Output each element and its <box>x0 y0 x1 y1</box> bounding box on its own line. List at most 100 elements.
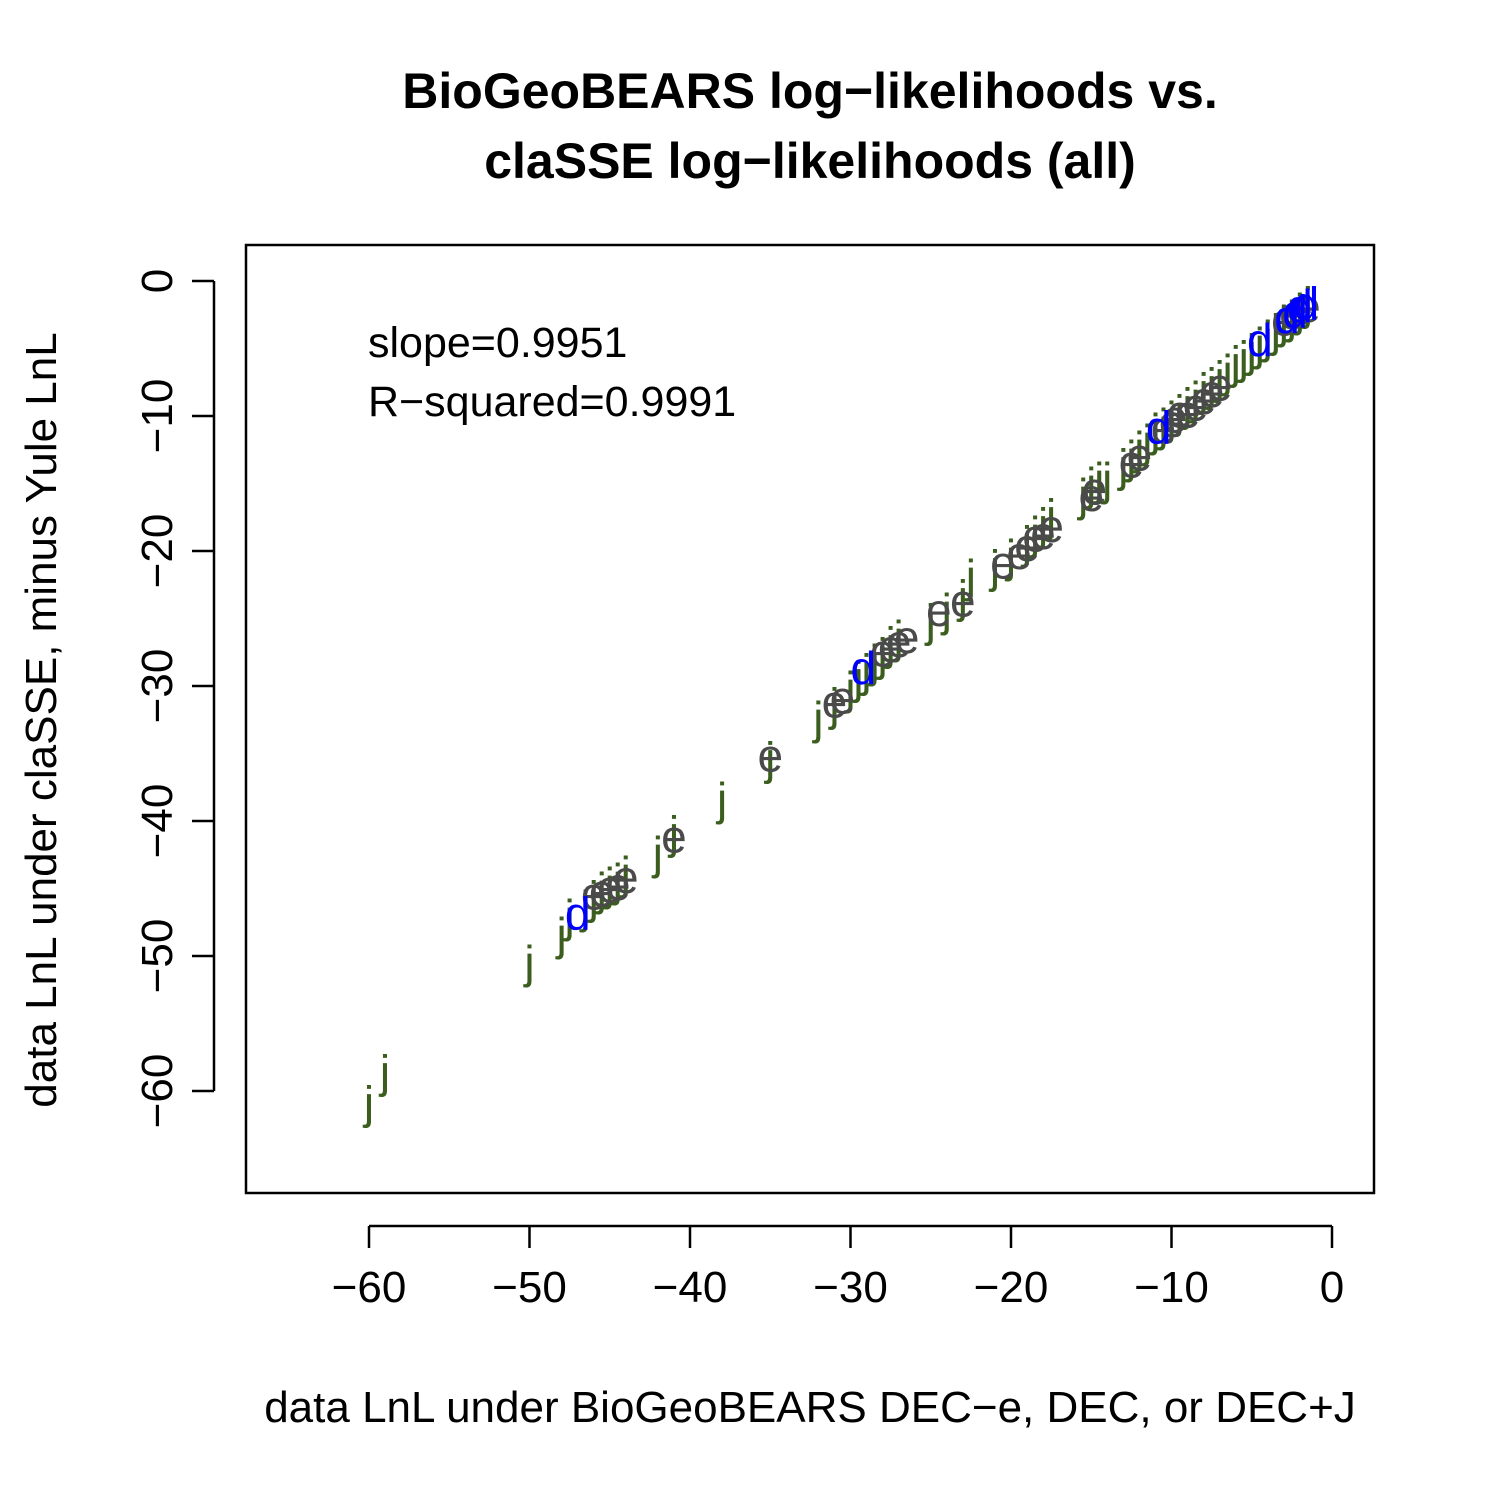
point-j: j <box>1269 304 1281 356</box>
point-e: e <box>1287 283 1313 335</box>
point-d: d <box>1287 280 1313 332</box>
x-tick-label: −10 <box>1134 1263 1209 1312</box>
point-e: e <box>613 851 639 903</box>
point-j: j <box>867 635 879 687</box>
y-tick-label: −10 <box>133 379 182 454</box>
point-e: e <box>926 584 952 636</box>
point-j: j <box>1221 345 1233 397</box>
point-d: d <box>565 888 591 940</box>
point-e: e <box>1175 385 1201 437</box>
point-e: e <box>886 615 912 667</box>
point-j: j <box>924 595 936 647</box>
point-e: e <box>1127 429 1153 481</box>
x-tick-label: 0 <box>1320 1263 1344 1312</box>
point-j: j <box>1116 439 1128 491</box>
point-e: e <box>1014 519 1040 571</box>
x-tick-label: −30 <box>813 1263 888 1312</box>
point-e: e <box>1183 379 1209 431</box>
plot-frame <box>244 243 1376 1195</box>
chart-title-line-1: BioGeoBEARS log−likelihoods vs. <box>402 63 1217 119</box>
point-e: e <box>1022 510 1048 562</box>
point-e: e <box>1078 469 1104 521</box>
point-j: j <box>1261 311 1273 363</box>
x-tick-label: −20 <box>974 1263 1049 1312</box>
point-e: e <box>1119 435 1145 487</box>
point-j: j <box>1164 392 1176 444</box>
point-e: e <box>661 811 687 863</box>
point-j: j <box>667 807 679 859</box>
point-j: j <box>1028 507 1040 559</box>
point-e: e <box>1271 294 1297 346</box>
point-j: j <box>595 863 607 915</box>
point-j: j <box>940 584 952 636</box>
point-e: e <box>1191 372 1217 424</box>
point-j: j <box>1148 404 1160 456</box>
point-j: j <box>1277 296 1289 348</box>
point-e: e <box>1207 358 1233 410</box>
point-j: j <box>892 611 904 663</box>
x-axis-label: data LnL under BioGeoBEARS DEC−e, DEC, o… <box>264 1383 1356 1432</box>
point-j: j <box>1036 499 1048 551</box>
point-j: j <box>522 936 534 988</box>
point-e: e <box>822 676 848 728</box>
point-j: j <box>715 773 727 825</box>
point-j: j <box>1092 453 1104 505</box>
point-j: j <box>964 550 976 602</box>
point-j: j <box>579 881 591 933</box>
point-j: j <box>859 645 871 697</box>
point-e: e <box>1162 391 1188 443</box>
point-j: j <box>956 570 968 622</box>
point-j: j <box>1100 453 1112 505</box>
point-d: d <box>1282 285 1308 337</box>
point-d: d <box>1247 314 1273 366</box>
point-j: j <box>1132 422 1144 474</box>
point-e: e <box>1030 507 1056 559</box>
point-j: j <box>884 618 896 670</box>
point-j: j <box>811 692 823 744</box>
point-j: j <box>1229 337 1241 389</box>
y-tick-label: −50 <box>133 919 182 994</box>
x-tick-label: −50 <box>492 1263 567 1312</box>
point-e: e <box>1199 365 1225 417</box>
point-j: j <box>587 871 599 923</box>
point-j: j <box>362 1077 374 1129</box>
point-j: j <box>1213 352 1225 404</box>
x-axis: −60 −50 −40 −30 −20 −10 0 <box>332 1224 1344 1312</box>
point-j: j <box>1124 431 1136 483</box>
point-j: j <box>1004 530 1016 582</box>
point-j: j <box>1172 385 1184 437</box>
point-e: e <box>605 858 631 910</box>
y-tick-label: −40 <box>133 784 182 859</box>
point-j: j <box>1180 379 1192 431</box>
y-axis: 0 −10 −20 −30 −40 −50 −60 <box>133 269 216 1128</box>
point-j: j <box>875 628 887 680</box>
point-j: j <box>1084 458 1096 510</box>
point-e: e <box>1006 527 1032 579</box>
x-tick-label: −60 <box>332 1263 407 1312</box>
point-j: j <box>603 858 615 910</box>
point-e: e <box>950 574 976 626</box>
point-e: e <box>597 861 623 913</box>
point-j: j <box>851 651 863 703</box>
point-j: j <box>378 1045 390 1097</box>
point-e: e <box>1167 385 1193 437</box>
point-d: d <box>1146 402 1172 454</box>
point-e: e <box>757 730 783 782</box>
point-e: e <box>1038 500 1064 552</box>
point-e: e <box>990 537 1016 589</box>
point-e: e <box>878 620 904 672</box>
point-e: e <box>830 672 856 724</box>
point-e: e <box>894 611 920 663</box>
point-j: j <box>1020 516 1032 568</box>
point-j: j <box>1253 318 1265 370</box>
y-tick-label: −30 <box>133 649 182 724</box>
point-j: j <box>1293 284 1305 336</box>
point-j: j <box>1237 331 1249 383</box>
point-j: j <box>1285 291 1297 343</box>
point-d: d <box>1294 277 1320 329</box>
point-j: j <box>1140 415 1152 467</box>
y-tick-label: −20 <box>133 514 182 589</box>
point-e: e <box>1151 402 1177 454</box>
